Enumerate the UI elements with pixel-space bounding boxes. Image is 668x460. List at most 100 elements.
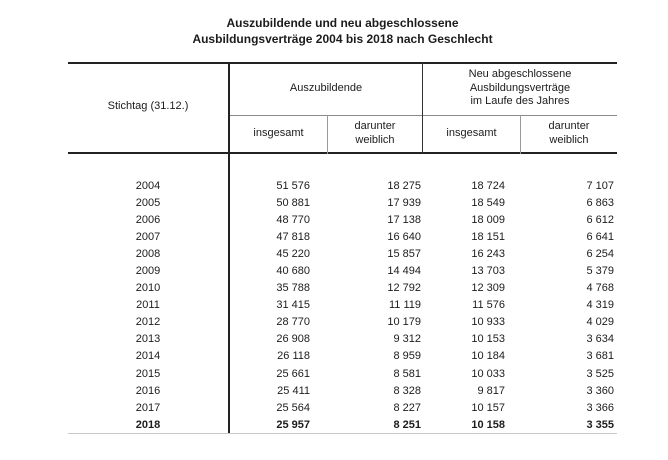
subcolumn-divider-right-line — [520, 115, 521, 154]
year-cell: 2006 — [135, 213, 161, 226]
subcolumn-divider-left-line — [327, 115, 328, 154]
vertraege-weiblich-cell: 3 360 — [586, 384, 614, 397]
table-row: 2013 26 908 9 312 10 153 3 634 — [68, 331, 617, 348]
subheader-vertraege-insgesamt: insgesamt — [446, 126, 497, 139]
auszubildende-weiblich-cell: 14 494 — [387, 265, 421, 278]
vertraege-weiblich-cell: 4 768 — [586, 282, 614, 295]
auszubildende-weiblich-cell: 17 939 — [387, 196, 421, 209]
year-cell: 2005 — [135, 196, 161, 209]
vertraege-insgesamt-cell: 9 817 — [477, 384, 505, 397]
vertraege-insgesamt-cell: 18 009 — [471, 213, 505, 226]
year-cell: 2012 — [135, 316, 161, 329]
auszubildende-weiblich-cell: 8 227 — [393, 401, 421, 414]
auszubildende-insgesamt-cell: 50 881 — [276, 196, 310, 209]
group-header-neu-abgeschlossene: Neu abgeschlossene Ausbildungsverträge i… — [468, 68, 572, 108]
auszubildende-weiblich-cell: 11 119 — [388, 299, 421, 312]
auszubildende-insgesamt-cell: 28 770 — [276, 316, 310, 329]
year-column-divider-line — [228, 62, 230, 433]
auszubildende-weiblich-cell: 8 328 — [393, 384, 421, 397]
auszubildende-insgesamt-cell: 26 908 — [276, 333, 310, 346]
year-cell: 2018 — [135, 418, 161, 431]
vertraege-weiblich-cell: 7 107 — [586, 179, 614, 192]
auszubildende-insgesamt-cell: 31 415 — [276, 299, 310, 312]
group-header-auszubildende: Auszubildende — [289, 81, 363, 94]
table-title: Auszubildende und neu abgeschlossene Aus… — [68, 15, 617, 47]
title-line-2: Ausbildungsverträge 2004 bis 2018 nach G… — [192, 32, 493, 46]
table-row: 2017 25 564 8 227 10 157 3 366 — [68, 399, 617, 416]
table-row: 2004 51 576 18 275 18 724 7 107 — [68, 177, 617, 194]
title-line-1: Auszubildende und neu abgeschlossene — [226, 16, 459, 30]
vertraege-weiblich-cell: 5 379 — [586, 265, 614, 278]
vertraege-insgesamt-cell: 10 157 — [471, 401, 505, 414]
header-group-divider-rule — [229, 115, 617, 116]
subheader-auszubildende-insgesamt: insgesamt — [253, 126, 304, 139]
auszubildende-insgesamt-cell: 25 661 — [276, 367, 310, 380]
auszubildende-weiblich-cell: 8 251 — [393, 418, 421, 431]
year-cell: 2016 — [135, 384, 161, 397]
auszubildende-insgesamt-cell: 25 411 — [277, 384, 310, 397]
auszubildende-weiblich-cell: 15 857 — [387, 247, 421, 260]
table-row: 2016 25 411 8 328 9 817 3 360 — [68, 382, 617, 399]
vertraege-insgesamt-cell: 10 153 — [471, 333, 505, 346]
corner-header-stichtag: Stichtag (31.12.) — [107, 100, 189, 113]
year-cell: 2013 — [135, 333, 161, 346]
vertraege-weiblich-cell: 4 319 — [586, 299, 614, 312]
auszubildende-insgesamt-cell: 47 818 — [276, 230, 310, 243]
vertraege-insgesamt-cell: 18 151 — [471, 230, 505, 243]
auszubildende-weiblich-cell: 17 138 — [387, 213, 421, 226]
vertraege-insgesamt-cell: 11 576 — [472, 299, 505, 312]
vertraege-insgesamt-cell: 10 933 — [471, 316, 505, 329]
vertraege-weiblich-cell: 3 355 — [586, 418, 614, 431]
auszubildende-weiblich-cell: 18 275 — [387, 179, 421, 192]
auszubildende-insgesamt-cell: 26 118 — [277, 350, 310, 363]
year-cell: 2014 — [135, 350, 161, 363]
column-group-divider-line — [422, 62, 423, 154]
year-cell: 2004 — [135, 179, 161, 192]
table-row: 2014 26 118 8 959 10 184 3 681 — [68, 348, 617, 365]
auszubildende-insgesamt-cell: 40 680 — [276, 265, 310, 278]
table-row: 2010 35 788 12 792 12 309 4 768 — [68, 280, 617, 297]
vertraege-weiblich-cell: 3 525 — [586, 367, 614, 380]
vertraege-insgesamt-cell: 18 724 — [471, 179, 505, 192]
table-body: 2004 51 576 18 275 18 724 7 107 2005 50 … — [68, 177, 617, 433]
auszubildende-insgesamt-cell: 45 220 — [276, 247, 310, 260]
auszubildende-weiblich-cell: 16 640 — [387, 230, 421, 243]
auszubildende-insgesamt-cell: 48 770 — [276, 213, 310, 226]
auszubildende-weiblich-cell: 9 312 — [393, 333, 421, 346]
table-row: 2011 31 415 11 119 11 576 4 319 — [68, 297, 617, 314]
table-row: 2012 28 770 10 179 10 933 4 029 — [68, 314, 617, 331]
vertraege-insgesamt-cell: 12 309 — [471, 282, 505, 295]
auszubildende-weiblich-cell: 8 959 — [393, 350, 421, 363]
vertraege-weiblich-cell: 3 681 — [586, 350, 614, 363]
auszubildende-weiblich-cell: 8 581 — [393, 367, 421, 380]
auszubildende-insgesamt-cell: 35 788 — [276, 282, 310, 295]
vertraege-insgesamt-cell: 10 184 — [471, 350, 505, 363]
auszubildende-weiblich-cell: 10 179 — [387, 316, 421, 329]
vertraege-weiblich-cell: 3 366 — [586, 401, 614, 414]
auszubildende-insgesamt-cell: 51 576 — [276, 179, 310, 192]
year-cell: 2009 — [135, 265, 161, 278]
vertraege-weiblich-cell: 6 863 — [586, 196, 614, 209]
vertraege-weiblich-cell: 6 612 — [586, 213, 614, 226]
table-row: 2018 25 957 8 251 10 158 3 355 — [68, 416, 617, 433]
vertraege-weiblich-cell: 3 634 — [586, 333, 614, 346]
vertraege-weiblich-cell: 6 641 — [586, 230, 614, 243]
table-row: 2009 40 680 14 494 13 703 5 379 — [68, 262, 617, 279]
year-cell: 2008 — [135, 247, 161, 260]
subheader-auszubildende-weiblich: darunter weiblich — [354, 120, 396, 146]
year-cell: 2017 — [135, 401, 161, 414]
year-cell: 2007 — [135, 230, 161, 243]
header-bottom-rule — [68, 152, 617, 154]
table-row: 2006 48 770 17 138 18 009 6 612 — [68, 211, 617, 228]
subheader-vertraege-weiblich: darunter weiblich — [548, 120, 590, 146]
vertraege-weiblich-cell: 4 029 — [586, 316, 614, 329]
year-cell: 2015 — [135, 367, 161, 380]
vertraege-insgesamt-cell: 10 033 — [471, 367, 505, 380]
year-cell: 2011 — [136, 299, 160, 312]
auszubildende-insgesamt-cell: 25 564 — [276, 401, 310, 414]
table-row: 2007 47 818 16 640 18 151 6 641 — [68, 228, 617, 245]
year-cell: 2010 — [135, 282, 161, 295]
vertraege-insgesamt-cell: 16 243 — [471, 247, 505, 260]
table-row: 2008 45 220 15 857 16 243 6 254 — [68, 245, 617, 262]
